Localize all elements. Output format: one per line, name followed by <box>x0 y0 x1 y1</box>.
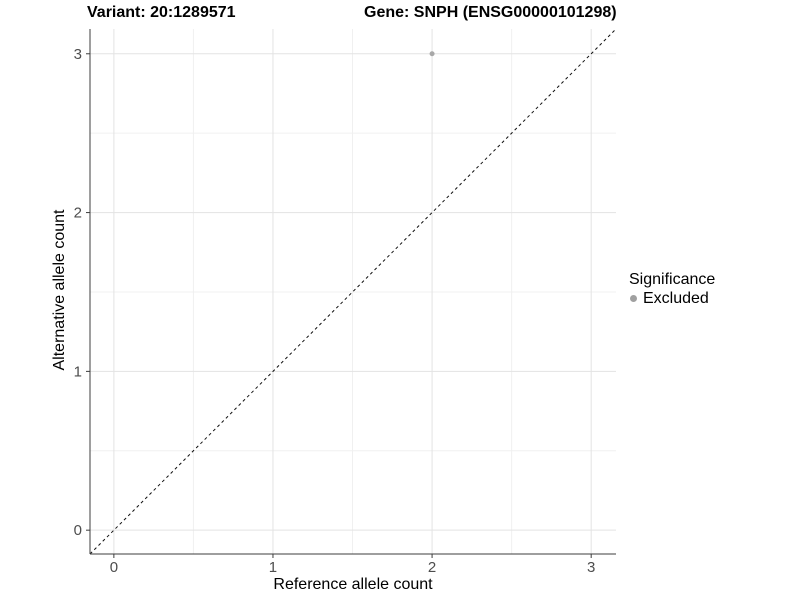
x-tick-label: 2 <box>428 559 436 576</box>
data-point <box>429 51 435 57</box>
legend-point-icon <box>630 295 637 302</box>
y-axis-title: Alternative allele count <box>51 209 68 371</box>
y-tick-label: 2 <box>74 205 82 222</box>
x-tick-label: 3 <box>587 559 595 576</box>
plot-title-gene: Gene: SNPH (ENSG00000101298) <box>364 4 617 21</box>
x-tick-label: 1 <box>269 559 277 576</box>
x-axis-title: Reference allele count <box>273 576 433 593</box>
legend-item-excluded: Excluded <box>629 289 715 308</box>
y-tick-label: 0 <box>74 522 82 539</box>
y-tick-label: 3 <box>74 46 82 63</box>
legend-item-label: Excluded <box>643 290 709 307</box>
plot-title-variant: Variant: 20:1289571 <box>87 4 236 21</box>
legend-title: Significance <box>629 271 716 288</box>
y-tick-label: 1 <box>74 363 82 380</box>
x-tick-label: 0 <box>110 559 118 576</box>
identity-dashed-line <box>89 28 617 555</box>
legend: Significance Excluded <box>629 270 715 308</box>
